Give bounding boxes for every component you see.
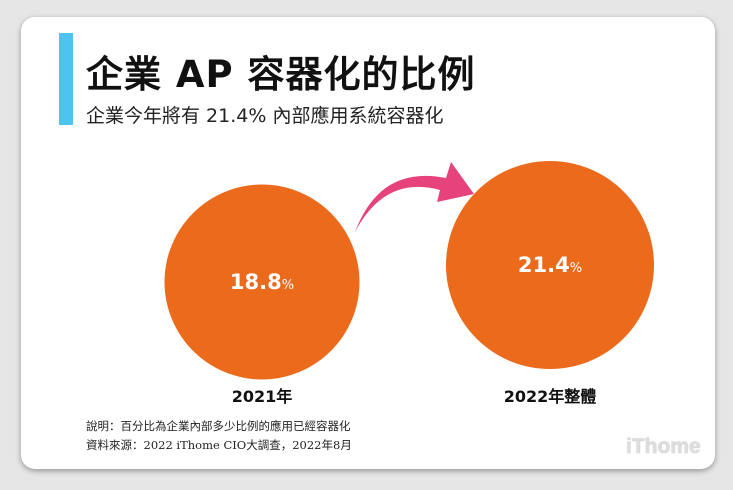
category-label-2022: 2022年整體 <box>503 387 597 406</box>
chart-subtitle: 企業今年將有 21.4% 內部應用系統容器化 <box>86 105 444 127</box>
value-unit: % <box>570 261 582 276</box>
category-label-2021: 2021年 <box>231 387 293 406</box>
value-label-2021: 18.8% <box>230 270 294 294</box>
circle-2022 <box>446 161 654 369</box>
ithome-logo: iThome <box>626 435 701 458</box>
note-explanation: 說明：百分比為企業內部多少比例的應用已經容器化 <box>86 419 351 433</box>
circle-2021 <box>164 184 360 380</box>
chart-title: 企業 AP 容器化的比例 <box>86 53 476 96</box>
note-source: 資料來源：2022 iThome CIO大調查，2022年8月 <box>86 438 352 452</box>
arrow-icon <box>355 162 474 232</box>
accent-bar <box>59 33 73 125</box>
value-number: 21.4 <box>518 253 570 277</box>
value-number: 18.8 <box>230 270 282 294</box>
value-unit: % <box>282 278 294 293</box>
value-label-2022: 21.4% <box>518 253 582 277</box>
